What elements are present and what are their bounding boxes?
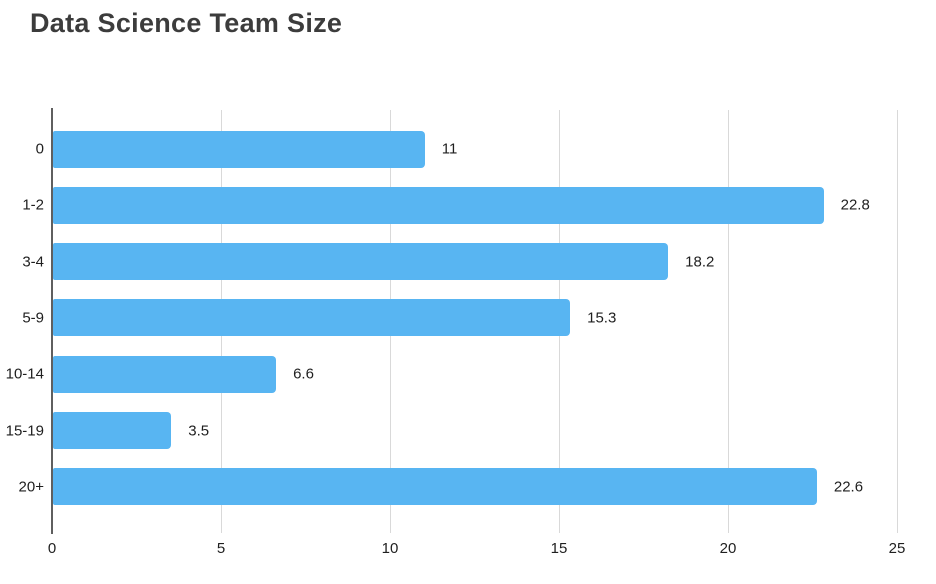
category-label: 15-19 (5, 422, 44, 439)
gridline (728, 110, 729, 533)
bar-3-4[interactable] (53, 243, 669, 281)
value-label: 6.6 (293, 365, 314, 383)
bar-1-2[interactable] (53, 186, 824, 224)
bar-10-14[interactable] (53, 355, 277, 393)
x-axis-tick-label: 0 (47, 540, 57, 557)
value-label: 3.5 (188, 422, 210, 439)
gridline (897, 110, 898, 533)
x-axis-tick-label: 25 (888, 540, 906, 557)
bar-15-19[interactable] (53, 412, 172, 449)
category-label: 20+ (18, 478, 44, 496)
bar-5-9[interactable] (53, 299, 571, 337)
y-axis-line (51, 108, 53, 534)
value-label: 22.6 (833, 478, 864, 496)
x-axis-tick-label: 10 (381, 540, 399, 557)
category-label: 1-2 (22, 196, 44, 214)
value-label: 15.3 (587, 309, 617, 327)
category-label: 3-4 (22, 253, 44, 271)
bar-0[interactable] (53, 130, 425, 168)
chart-title: Data Science Team Size (30, 8, 343, 38)
x-axis-tick-label: 20 (719, 540, 737, 557)
x-axis-tick-label: 15 (550, 540, 568, 557)
value-label: 11 (441, 140, 458, 158)
category-label: 0 (35, 140, 44, 158)
category-label: 10-14 (5, 365, 44, 383)
bar-20+[interactable] (53, 468, 817, 506)
x-axis-tick-label: 5 (216, 540, 226, 557)
value-label: 18.2 (685, 253, 715, 271)
category-label: 5-9 (22, 309, 44, 327)
value-label: 22.8 (840, 196, 870, 214)
